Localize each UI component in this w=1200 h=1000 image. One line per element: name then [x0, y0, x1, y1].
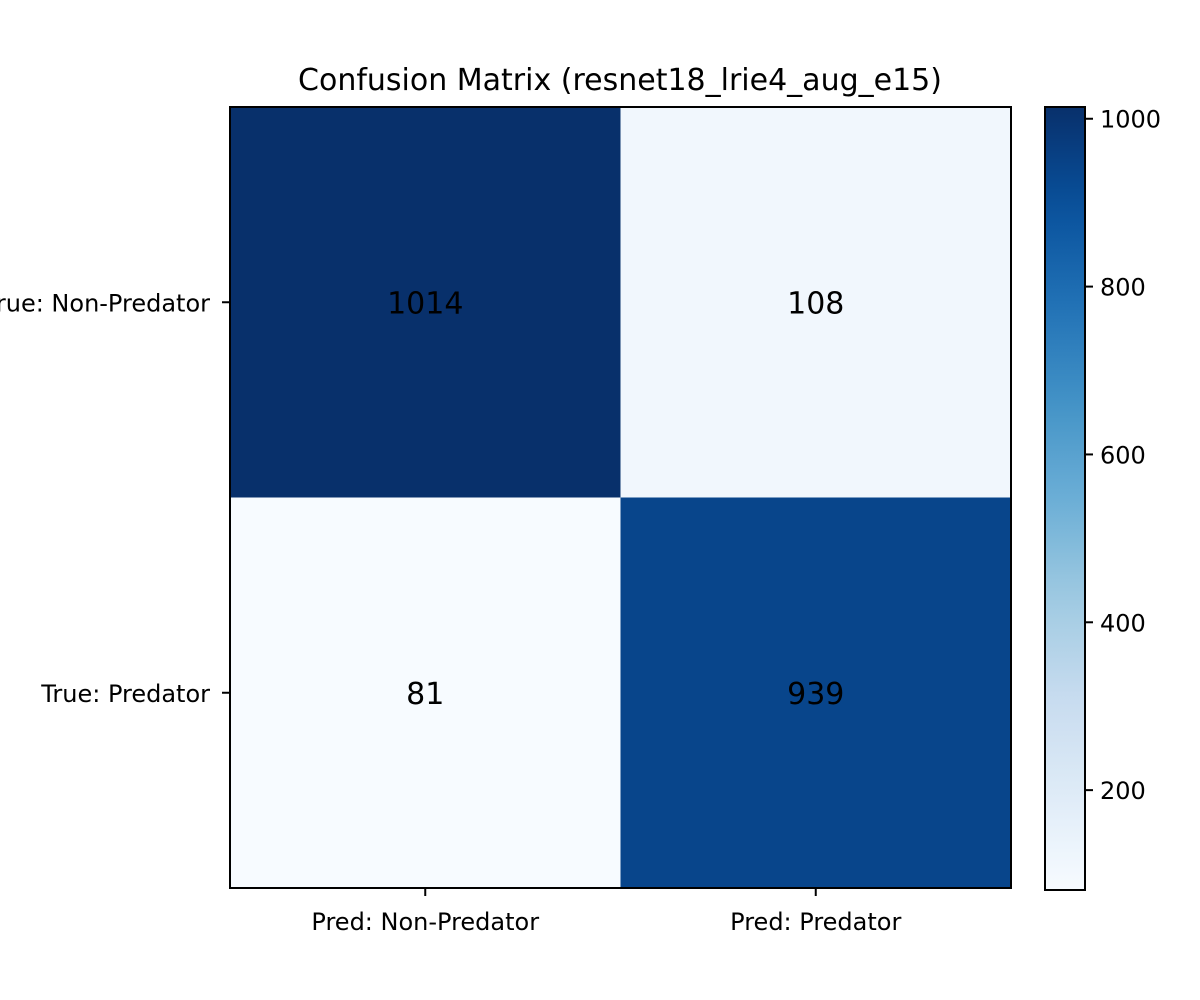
col-tick-label-0: Pred: Non-Predator — [311, 908, 539, 936]
heatmap-cell-r0-c1 — [620, 107, 1012, 498]
heatmap-cell-r1-c1 — [620, 497, 1012, 889]
colorbar-tick-label-0: 200 — [1100, 777, 1146, 805]
row-tick-label-0: True: Non-Predator — [0, 289, 210, 317]
cell-value-r1-c0: 81 — [406, 677, 444, 712]
heatmap-cell-r1-c0 — [230, 497, 621, 889]
cell-value-r1-c1: 939 — [787, 677, 844, 712]
heatmap-cell-r0-c0 — [230, 107, 621, 498]
colorbar-tick-label-1: 400 — [1100, 609, 1146, 637]
colorbar-tick-label-4: 1000 — [1100, 106, 1161, 134]
colorbar-tick-label-2: 600 — [1100, 441, 1146, 469]
row-tick-label-1: True: Predator — [40, 680, 210, 708]
heatmap-frame — [229, 106, 1012, 889]
heatmap-cells — [230, 107, 1012, 889]
cell-value-r0-c0: 1014 — [387, 286, 463, 321]
colorbar: 200 400 600 800 1000 — [1044, 106, 1161, 891]
colorbar-gradient — [1045, 107, 1085, 890]
cell-value-r0-c1: 108 — [787, 286, 844, 321]
row-tick-labels: True: Non-Predator True: Predator — [0, 289, 230, 708]
colorbar-frame — [1044, 106, 1086, 891]
colorbar-tick-label-3: 800 — [1100, 274, 1146, 302]
col-tick-label-1: Pred: Predator — [730, 908, 901, 936]
column-tick-labels: Pred: Non-Predator Pred: Predator — [311, 888, 901, 936]
chart-title: Confusion Matrix (resnet18_lrie4_aug_e15… — [298, 63, 942, 98]
cell-value-labels: 1014 108 81 939 — [387, 286, 844, 712]
